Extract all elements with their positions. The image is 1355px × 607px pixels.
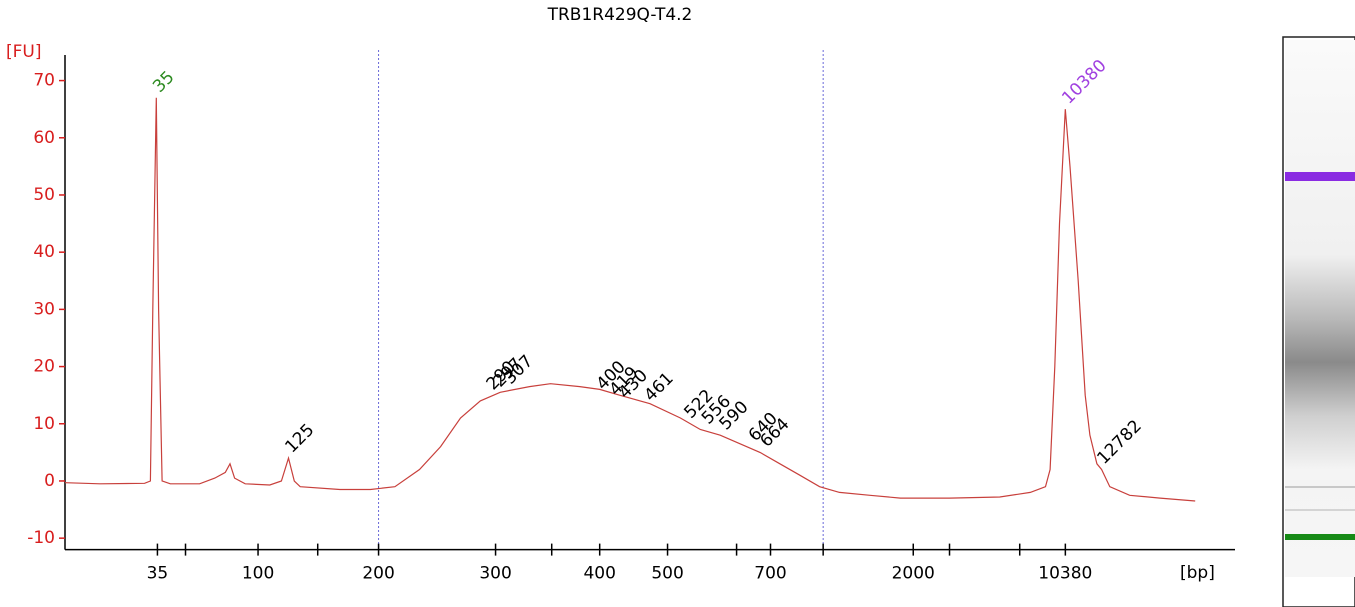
chart-title: TRB1R429Q-T4.2 bbox=[547, 5, 693, 25]
gel-lane bbox=[1282, 36, 1355, 607]
x-axis-label: [bp] bbox=[1180, 563, 1215, 583]
x-tick-label: 300 bbox=[479, 564, 511, 584]
x-tick-label: 200 bbox=[362, 564, 394, 584]
peak-label: 125 bbox=[281, 420, 318, 457]
y-axis-label: [FU] bbox=[6, 42, 42, 62]
x-tick-label: 100 bbox=[242, 564, 274, 584]
y-tick-label: 0 bbox=[44, 471, 55, 491]
y-tick-label: 40 bbox=[33, 242, 55, 262]
x-tick-label: 400 bbox=[583, 564, 615, 584]
peak-label: 10380 bbox=[1058, 56, 1110, 108]
y-tick-label: 70 bbox=[33, 71, 55, 91]
y-tick-label: 30 bbox=[33, 299, 55, 319]
y-tick-label: -10 bbox=[27, 528, 55, 548]
trace bbox=[64, 97, 1196, 502]
x-tick-label: 700 bbox=[754, 564, 786, 584]
x-tick-label: 2000 bbox=[892, 564, 935, 584]
x-tick-label: 500 bbox=[651, 564, 683, 584]
y-tick-label: 60 bbox=[33, 128, 55, 148]
x-tick-label: 10380 bbox=[1038, 564, 1092, 584]
y-tick-label: 50 bbox=[33, 185, 55, 205]
peak-label: 35 bbox=[149, 67, 178, 96]
x-tick-label: 35 bbox=[147, 564, 169, 584]
peak-label: 12782 bbox=[1093, 416, 1145, 468]
y-tick-label: 20 bbox=[33, 357, 55, 377]
y-tick-label: 10 bbox=[33, 414, 55, 434]
